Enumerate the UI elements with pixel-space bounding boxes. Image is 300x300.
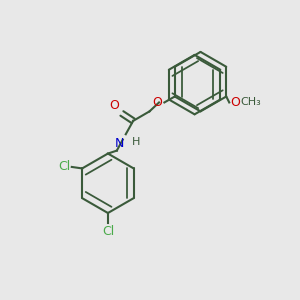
Text: O: O — [110, 99, 119, 112]
Text: H: H — [132, 136, 141, 147]
Text: N: N — [115, 136, 124, 150]
Text: Cl: Cl — [102, 225, 114, 238]
Text: O: O — [231, 96, 241, 109]
Text: Cl: Cl — [58, 160, 70, 173]
Text: CH₃: CH₃ — [241, 98, 261, 107]
Text: O: O — [152, 96, 162, 109]
